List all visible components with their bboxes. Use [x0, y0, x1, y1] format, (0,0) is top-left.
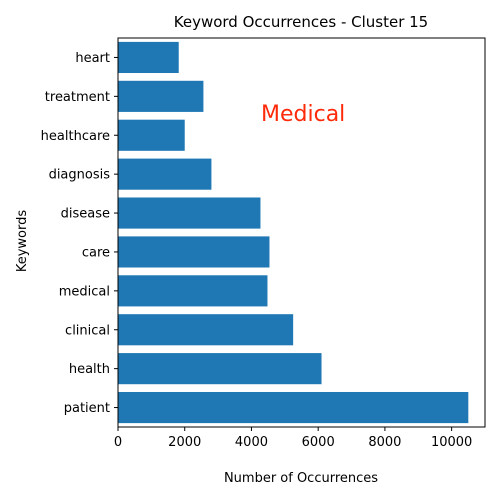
- y-tick-label-patient: patient: [64, 401, 110, 416]
- cluster-annotation: Medical: [261, 102, 345, 127]
- bar-treatment: [118, 80, 204, 112]
- y-tick-label-health: health: [69, 362, 110, 377]
- bar-heart: [118, 41, 179, 74]
- y-tick-label-disease: disease: [61, 207, 110, 222]
- y-axis-ticks: patient health clinical medical care disease d…: [41, 51, 118, 416]
- bar-clinical: [118, 314, 294, 346]
- x-tick-label: 10000: [431, 435, 472, 450]
- y-axis-label: Keywords: [15, 210, 30, 273]
- x-axis-label: Number of Occurrences: [224, 471, 378, 486]
- bar-healthcare: [118, 119, 185, 151]
- y-tick-label-clinical: clinical: [65, 323, 110, 338]
- bar-care: [118, 236, 270, 268]
- chart-title: Keyword Occurrences - Cluster 15: [174, 13, 428, 31]
- y-tick-label-healthcare: healthcare: [41, 129, 110, 144]
- y-tick-label-heart: heart: [75, 51, 110, 66]
- bar-disease: [118, 197, 261, 229]
- x-tick-label: 4000: [235, 435, 268, 450]
- x-tick-label: 0: [114, 435, 122, 450]
- y-tick-label-diagnosis: diagnosis: [49, 168, 111, 183]
- plot-frame: [117, 37, 486, 428]
- bar-patient: [118, 391, 469, 424]
- y-tick-label-medical: medical: [59, 284, 110, 299]
- x-tick-label: 2000: [168, 435, 201, 450]
- bars-group: [118, 41, 469, 424]
- x-axis-ticks: 0 2000 4000 6000 8000 10000: [114, 427, 472, 450]
- bar-medical: [118, 275, 268, 307]
- bar-health: [118, 353, 322, 385]
- y-tick-label-care: care: [82, 245, 110, 260]
- x-tick-label: 6000: [302, 435, 335, 450]
- x-tick-label: 8000: [368, 435, 401, 450]
- y-tick-label-treatment: treatment: [45, 90, 110, 105]
- bar-diagnosis: [118, 158, 212, 190]
